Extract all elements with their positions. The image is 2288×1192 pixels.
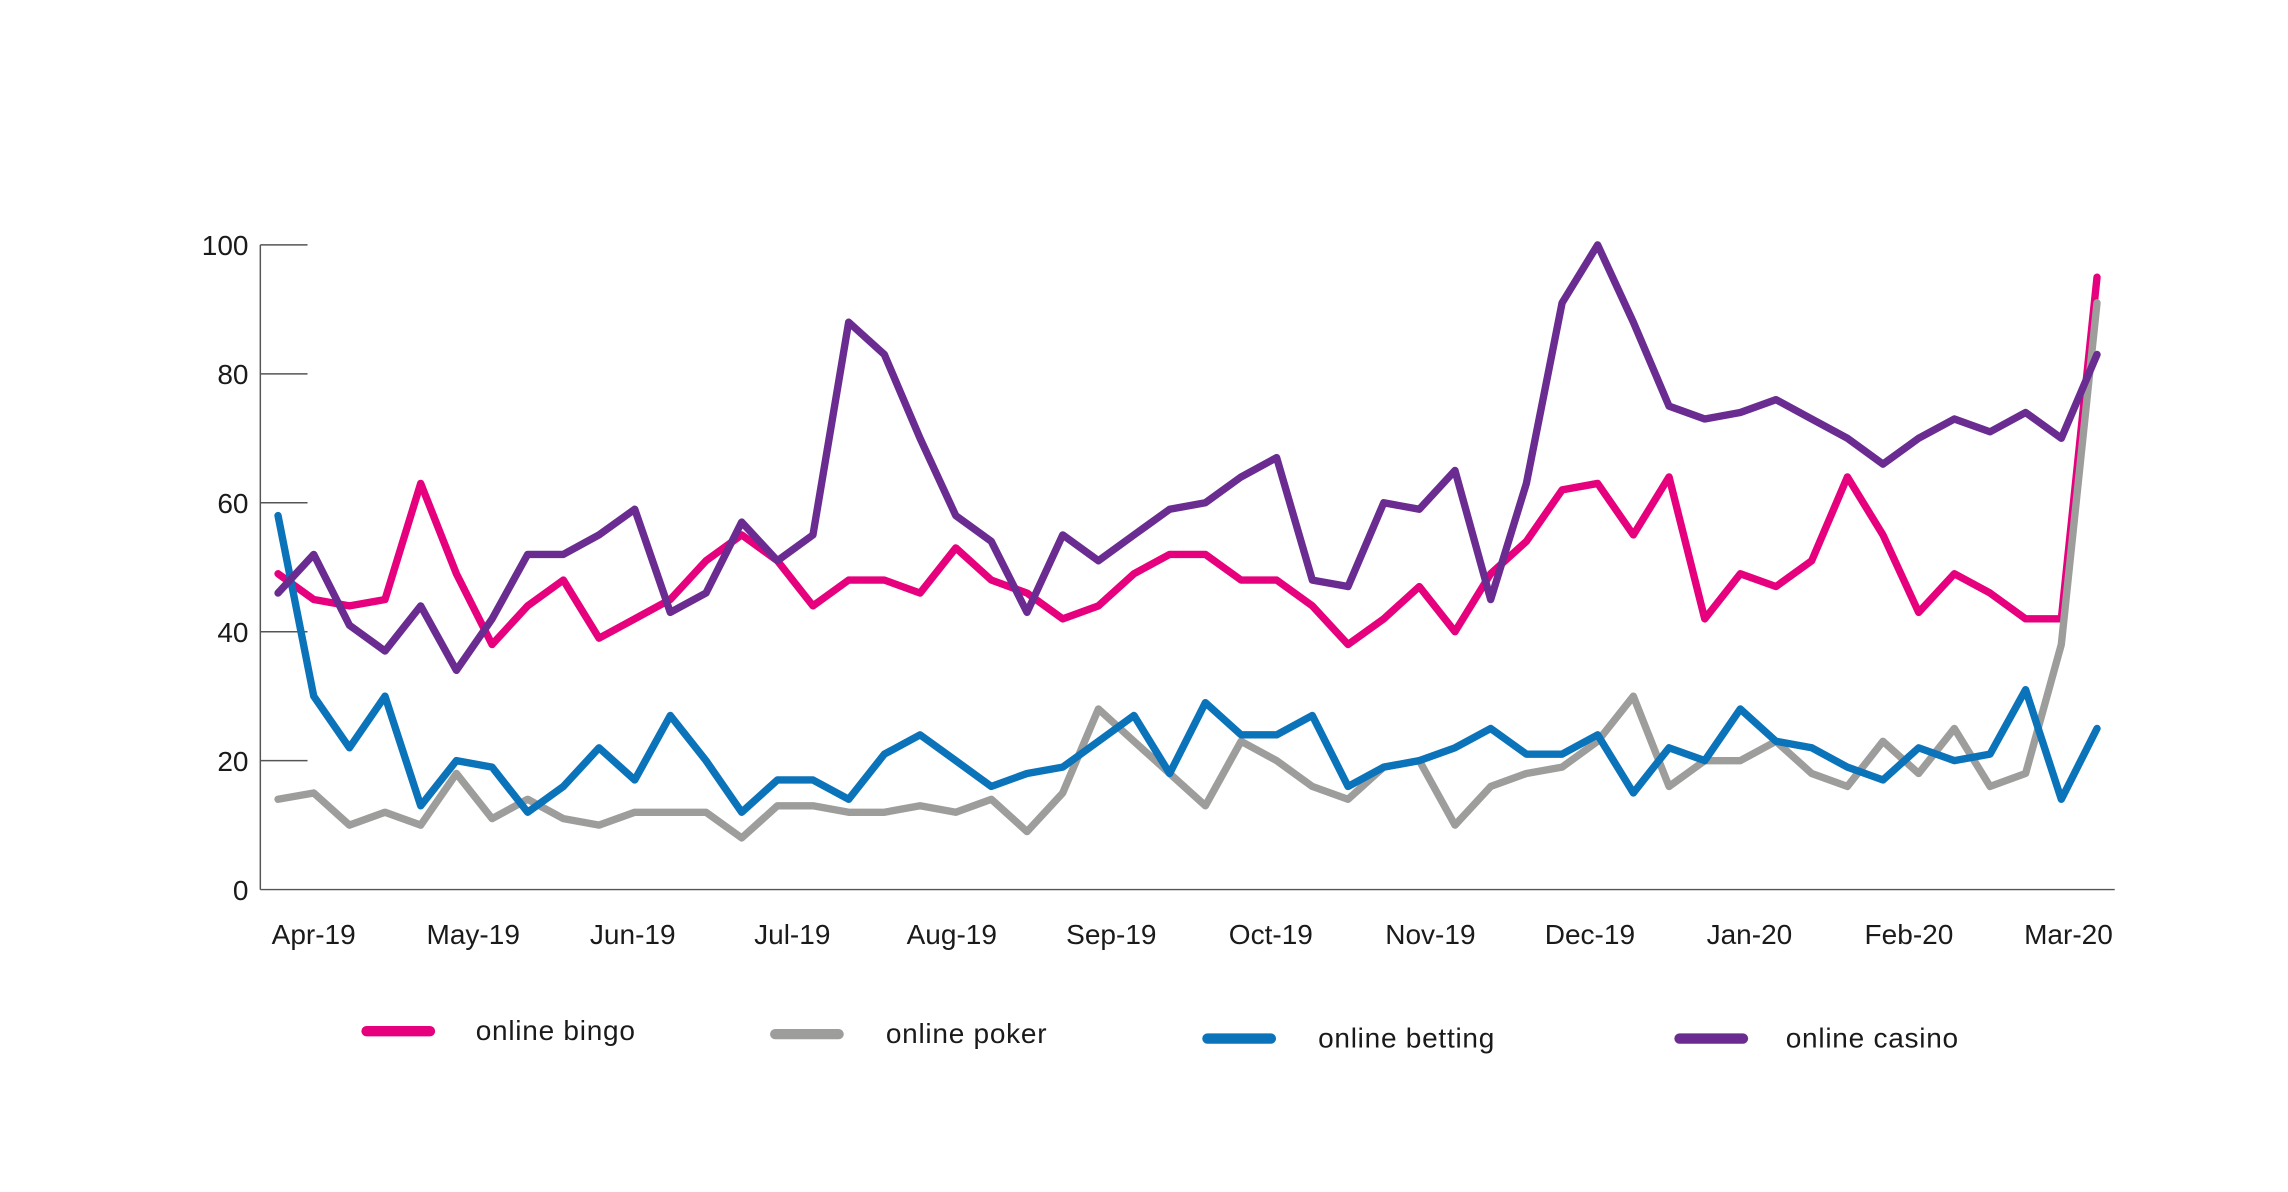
- series-line-online-betting: [274, 511, 2101, 816]
- x-tick-label: Jul-19: [754, 919, 830, 950]
- legend: online bingo online poker online betting on…: [361, 1015, 1959, 1053]
- x-tick-label: Sep-19: [1066, 919, 1156, 950]
- y-tick-label: 80: [217, 359, 248, 390]
- series-line-online-casino: [274, 241, 2101, 675]
- x-tick-label: Jan-20: [1707, 919, 1793, 950]
- legend-label: online betting: [1318, 1022, 1495, 1053]
- x-tick-label: Feb-20: [1865, 919, 1954, 950]
- x-axis-ticks: Apr-19 May-19 Jun-19 Jul-19 Aug-19 Sep-19 Oct-…: [272, 919, 2113, 950]
- y-axis-ticks: 0 20 40 60 80 100: [202, 230, 308, 906]
- y-tick-label: 40: [217, 617, 248, 648]
- legend-item: online casino: [1674, 1022, 1959, 1053]
- x-tick-label: Mar-20: [2024, 919, 2113, 950]
- axes: [259, 244, 2115, 891]
- x-tick-label: Dec-19: [1545, 919, 1635, 950]
- legend-item: online bingo: [361, 1015, 636, 1046]
- x-tick-label: Oct-19: [1229, 919, 1313, 950]
- y-tick-label: 100: [202, 230, 249, 261]
- legend-label: online casino: [1786, 1022, 1959, 1053]
- series-line-online-poker: [274, 299, 2101, 842]
- y-tick-label: 20: [217, 746, 248, 777]
- legend-label: online bingo: [476, 1015, 636, 1046]
- x-tick-label: May-19: [427, 919, 520, 950]
- series-line-online-bingo: [274, 273, 2101, 649]
- x-tick-label: Aug-19: [907, 919, 997, 950]
- legend-item: online betting: [1202, 1022, 1495, 1053]
- x-tick-label: Jun-19: [590, 919, 676, 950]
- series-lines: [274, 241, 2101, 842]
- y-tick-label: 0: [233, 875, 249, 906]
- legend-label: online poker: [886, 1018, 1048, 1049]
- legend-item: online poker: [770, 1018, 1048, 1049]
- x-tick-label: Apr-19: [272, 919, 356, 950]
- y-tick-label: 60: [217, 488, 248, 519]
- x-tick-label: Nov-19: [1385, 919, 1475, 950]
